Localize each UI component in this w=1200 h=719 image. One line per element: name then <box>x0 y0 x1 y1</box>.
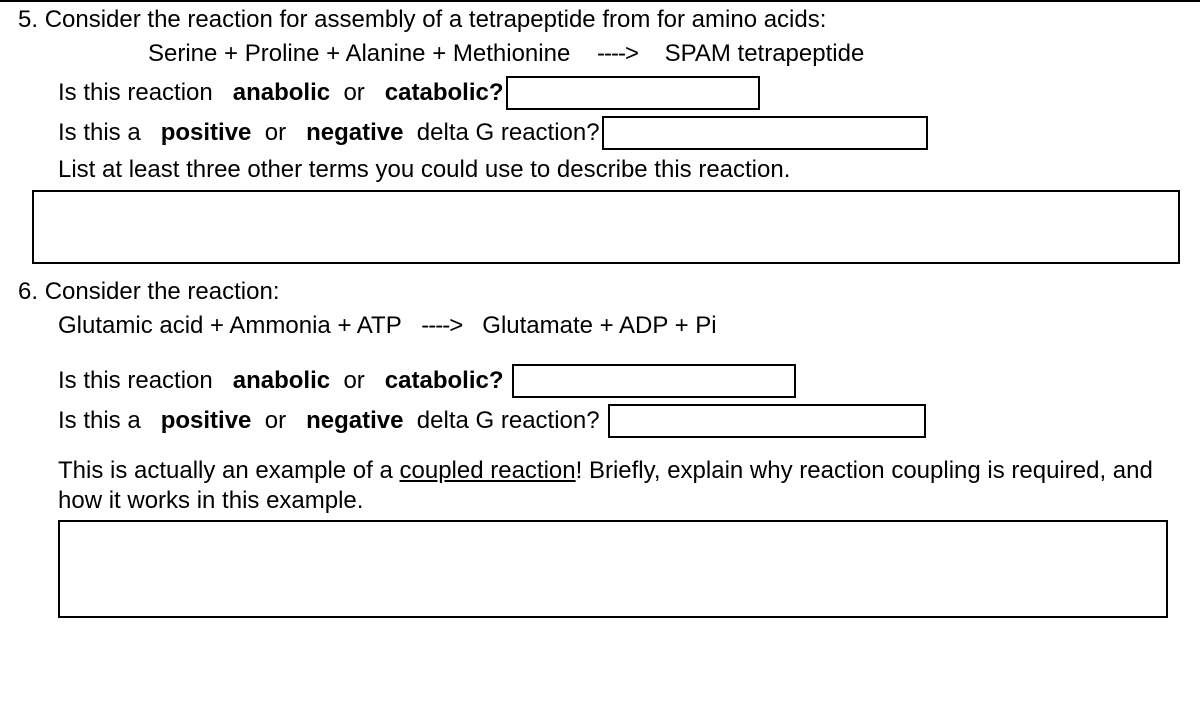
q5-terms-answer-input[interactable] <box>32 190 1180 264</box>
q6-explain-pre: This is actually an example of a <box>58 457 400 484</box>
q5-number: 5. <box>18 6 38 33</box>
q6-number: 6. <box>18 278 38 305</box>
q6-reaction-right: Glutamate + ADP + Pi <box>482 312 716 339</box>
q6-anabolic-label: anabolic <box>233 367 330 395</box>
q6-coupled-explain-prompt: This is actually an example of a coupled… <box>58 456 1182 516</box>
q6-line2-post: delta G reaction? <box>403 407 599 435</box>
worksheet-page: 5. Consider the reaction for assembly of… <box>0 0 1200 642</box>
q5-terms-question: List at least three other terms you coul… <box>58 156 1182 184</box>
q6-coupled-reaction-underline: coupled reaction <box>400 457 576 484</box>
q5-anabolic-answer-input[interactable] <box>506 76 760 110</box>
q6-deltag-question: Is this a positive or negative delta G r… <box>58 404 1182 438</box>
q5-anabolic-label: anabolic <box>233 79 330 107</box>
q6-line1-pre: Is this reaction <box>58 367 233 395</box>
q6-negative-label: negative <box>306 407 403 435</box>
q6-deltag-answer-input[interactable] <box>608 404 926 438</box>
q5-prompt: Consider the reaction for assembly of a … <box>45 6 827 33</box>
q6-anabolic-answer-input[interactable] <box>512 364 796 398</box>
q6-coupled-answer-input[interactable] <box>58 520 1168 618</box>
arrow-icon: ----> <box>597 40 638 67</box>
arrow-icon: ----> <box>421 312 462 339</box>
q6-line2-mid: or <box>251 407 306 435</box>
q5-negative-label: negative <box>306 119 403 147</box>
q6-line1-mid: or <box>330 367 385 395</box>
q5-line2-mid: or <box>251 119 306 147</box>
q5-catabolic-label: catabolic? <box>385 79 504 107</box>
q6-positive-label: positive <box>161 407 252 435</box>
q6-header: 6. Consider the reaction: <box>18 278 1182 306</box>
q6-line2-pre: Is this a <box>58 407 161 435</box>
q5-positive-label: positive <box>161 119 252 147</box>
q5-line2-post: delta G reaction? <box>403 119 599 147</box>
q6-prompt: Consider the reaction: <box>45 278 280 305</box>
q5-deltag-question: Is this a positive or negative delta G r… <box>58 116 1182 150</box>
q5-reaction-right: SPAM tetrapeptide <box>665 40 865 67</box>
q6-reaction: Glutamic acid + Ammonia + ATP ----> Glut… <box>58 312 1182 340</box>
q5-reaction: Serine + Proline + Alanine + Methionine … <box>148 40 1182 68</box>
q5-header: 5. Consider the reaction for assembly of… <box>18 6 1182 34</box>
q5-line1-pre: Is this reaction <box>58 79 233 107</box>
q5-line2-pre: Is this a <box>58 119 161 147</box>
q6-reaction-left: Glutamic acid + Ammonia + ATP <box>58 312 401 339</box>
q6-anabolic-catabolic-question: Is this reaction anabolic or catabolic? <box>58 364 1182 398</box>
q5-anabolic-catabolic-question: Is this reaction anabolic or catabolic? <box>58 76 1182 110</box>
q5-reaction-left: Serine + Proline + Alanine + Methionine <box>148 40 570 67</box>
q6-catabolic-label: catabolic? <box>385 367 504 395</box>
q5-line1-mid: or <box>330 79 385 107</box>
q5-line3: List at least three other terms you coul… <box>58 156 790 184</box>
q5-deltag-answer-input[interactable] <box>602 116 928 150</box>
